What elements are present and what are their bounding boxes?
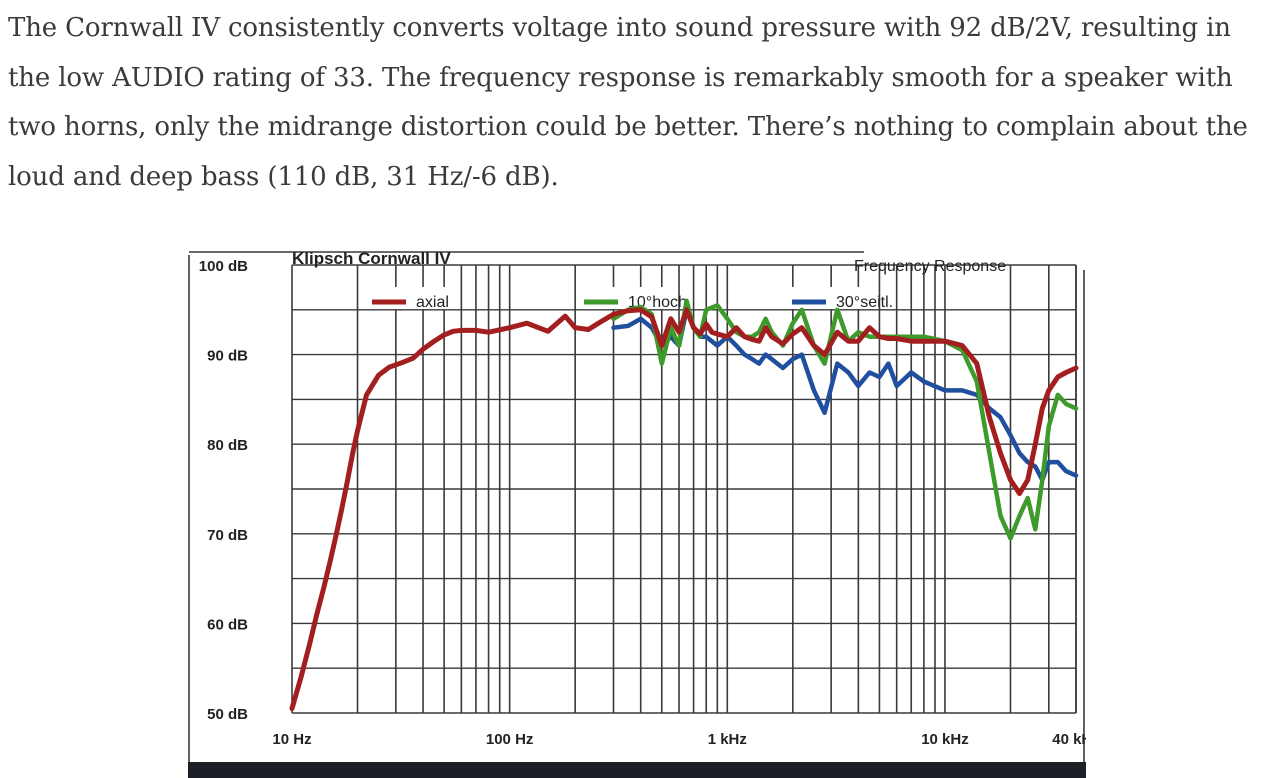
chart-bottom-bar — [188, 762, 1086, 778]
legend-label: axial — [416, 294, 449, 311]
y-tick-label: 50 dB — [207, 706, 248, 723]
x-tick-label: 100 Hz — [486, 731, 534, 748]
y-axis-labels: 100 dB 90 dB 80 dB 70 dB 60 dB 50 dB — [199, 258, 248, 723]
article-paragraph: The Cornwall IV consistently converts vo… — [8, 13, 1248, 192]
y-tick-label: 100 dB — [199, 258, 248, 275]
grid — [291, 264, 1077, 714]
y-tick-label: 60 dB — [207, 616, 248, 633]
legend-label: 30°seitl. — [836, 294, 893, 311]
x-axis-labels: 10 Hz 100 Hz 1 kHz 10 kHz 40 kHz — [272, 731, 1086, 748]
y-tick-label: 90 dB — [207, 348, 248, 365]
x-tick-label: 10 kHz — [921, 731, 969, 748]
series-line — [289, 307, 1079, 711]
x-tick-label: 40 kHz — [1052, 731, 1086, 748]
y-tick-label: 80 dB — [207, 437, 248, 454]
x-tick-label: 10 Hz — [272, 731, 311, 748]
chart-background — [188, 250, 1086, 778]
frequency-response-chart: 100 dB 90 dB 80 dB 70 dB 60 dB 50 dB 10 Hz 100… — [188, 250, 1086, 778]
series — [289, 298, 1079, 711]
chart-title: Frequency Response — [854, 258, 1006, 275]
x-tick-label: 1 kHz — [708, 731, 747, 748]
chart-canvas: 100 dB 90 dB 80 dB 70 dB 60 dB 50 dB 10 Hz 100… — [188, 250, 1086, 778]
chart-subtitle: Klipsch Cornwall IV — [292, 250, 451, 268]
y-tick-label: 70 dB — [207, 527, 248, 544]
